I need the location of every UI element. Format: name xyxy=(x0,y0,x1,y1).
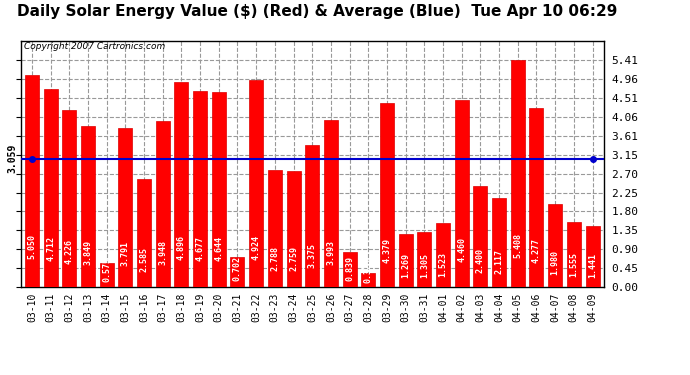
Text: 3.993: 3.993 xyxy=(326,240,335,265)
Bar xyxy=(25,75,39,287)
Bar xyxy=(473,186,487,287)
Text: 4.896: 4.896 xyxy=(177,235,186,260)
Bar xyxy=(529,108,544,287)
Text: 3.791: 3.791 xyxy=(121,241,130,266)
Bar xyxy=(193,91,207,287)
Text: 2.400: 2.400 xyxy=(476,248,485,273)
Text: 4.460: 4.460 xyxy=(457,237,466,262)
Text: 4.379: 4.379 xyxy=(382,238,391,263)
Bar xyxy=(175,82,188,287)
Text: 5.408: 5.408 xyxy=(513,232,522,258)
Bar xyxy=(324,120,338,287)
Text: 4.226: 4.226 xyxy=(65,238,74,264)
Bar xyxy=(455,100,469,287)
Text: 5.050: 5.050 xyxy=(28,234,37,260)
Text: 1.305: 1.305 xyxy=(420,253,429,278)
Text: 1.441: 1.441 xyxy=(588,252,597,278)
Bar xyxy=(99,263,114,287)
Bar xyxy=(119,128,132,287)
Text: 1.555: 1.555 xyxy=(569,252,578,277)
Text: 0.839: 0.839 xyxy=(345,255,354,280)
Text: 1.980: 1.980 xyxy=(551,250,560,275)
Bar xyxy=(586,226,600,287)
Bar xyxy=(567,222,581,287)
Bar xyxy=(43,89,57,287)
Bar xyxy=(81,126,95,287)
Text: 0.575: 0.575 xyxy=(102,257,111,282)
Text: 4.677: 4.677 xyxy=(195,236,205,261)
Bar xyxy=(212,92,226,287)
Text: 1.523: 1.523 xyxy=(439,252,448,277)
Bar xyxy=(399,234,413,287)
Bar xyxy=(230,258,244,287)
Bar xyxy=(137,178,151,287)
Text: 4.277: 4.277 xyxy=(532,238,541,263)
Text: 4.712: 4.712 xyxy=(46,236,55,261)
Text: 1.269: 1.269 xyxy=(401,254,410,278)
Text: 4.924: 4.924 xyxy=(252,235,261,260)
Bar xyxy=(548,204,562,287)
Bar xyxy=(305,146,319,287)
Text: 2.117: 2.117 xyxy=(495,249,504,274)
Text: 3.059: 3.059 xyxy=(8,144,17,173)
Bar xyxy=(249,81,263,287)
Text: 3.849: 3.849 xyxy=(83,240,92,266)
Text: 3.948: 3.948 xyxy=(158,240,167,265)
Bar xyxy=(380,104,394,287)
Bar xyxy=(492,198,506,287)
Text: 3.375: 3.375 xyxy=(308,243,317,268)
Bar xyxy=(511,60,525,287)
Bar xyxy=(436,223,450,287)
Bar xyxy=(417,232,431,287)
Bar xyxy=(286,171,301,287)
Text: 0.323: 0.323 xyxy=(364,258,373,283)
Text: 2.759: 2.759 xyxy=(289,246,298,271)
Text: 2.788: 2.788 xyxy=(270,246,279,271)
Bar xyxy=(156,122,170,287)
Text: 2.585: 2.585 xyxy=(139,247,148,272)
Bar xyxy=(343,252,357,287)
Bar xyxy=(62,110,77,287)
Text: 4.644: 4.644 xyxy=(215,236,224,261)
Bar xyxy=(362,273,375,287)
Text: 0.702: 0.702 xyxy=(233,256,242,281)
Text: Daily Solar Energy Value ($) (Red) & Average (Blue)  Tue Apr 10 06:29: Daily Solar Energy Value ($) (Red) & Ave… xyxy=(17,4,618,19)
Text: Copyright 2007 Cartronics.com: Copyright 2007 Cartronics.com xyxy=(23,42,165,51)
Bar xyxy=(268,170,282,287)
